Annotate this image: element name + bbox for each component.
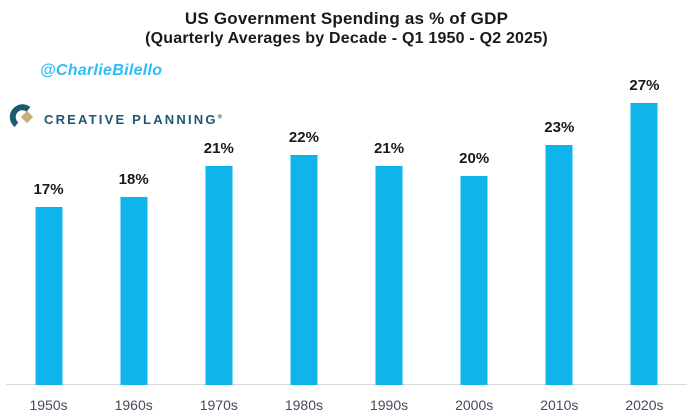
bar-column-1950s: 17% 1950s bbox=[6, 60, 91, 419]
title-block: US Government Spending as % of GDP (Quar… bbox=[0, 8, 693, 50]
bar-value-label: 21% bbox=[203, 140, 234, 157]
x-axis-tick-label: 1950s bbox=[29, 397, 68, 413]
chart-title: US Government Spending as % of GDP bbox=[184, 9, 509, 28]
bar-column-1990s: 21% 1990s bbox=[347, 60, 432, 419]
bar bbox=[375, 166, 403, 385]
bar-value-label: 22% bbox=[288, 129, 319, 146]
bar-value-label: 17% bbox=[33, 181, 64, 198]
bar bbox=[35, 207, 63, 385]
x-axis-tick-label: 2000s bbox=[455, 397, 494, 413]
x-axis-tick-label: 1960s bbox=[114, 397, 153, 413]
bar-value-label: 20% bbox=[459, 150, 490, 167]
bar bbox=[290, 155, 318, 385]
bar bbox=[120, 197, 148, 385]
bar-value-label: 27% bbox=[629, 77, 660, 94]
bar-column-2010s: 23% 2010s bbox=[517, 60, 602, 419]
watermark-handle: @CharlieBilello bbox=[40, 62, 163, 79]
creative-planning-logo: CREATIVE PLANNING® bbox=[8, 102, 222, 137]
bar-column-1970s: 21% 1970s bbox=[176, 60, 261, 419]
bar-value-label: 23% bbox=[544, 119, 575, 136]
x-axis-line bbox=[6, 384, 687, 385]
x-axis-tick-label: 1980s bbox=[284, 397, 324, 413]
chart-subtitle: (Quarterly Averages by Decade - Q1 1950 … bbox=[145, 30, 548, 48]
bar-columns: 17% 1950s 18% 1960s 21% 1970s 22% 1980s 21% 1990s… bbox=[6, 60, 687, 419]
bar bbox=[545, 145, 573, 385]
x-axis-tick-label: 2010s bbox=[540, 397, 579, 413]
trademark-symbol: ® bbox=[217, 114, 223, 121]
bar-column-1980s: 22% 1980s bbox=[261, 60, 346, 419]
creative-planning-logo-text: CREATIVE PLANNING® bbox=[44, 112, 223, 127]
bar-column-2020s: 27% 2020s bbox=[602, 60, 687, 419]
bar-column-2000s: 20% 2000s bbox=[432, 60, 517, 419]
x-axis-tick-label: 1970s bbox=[199, 397, 238, 413]
bar bbox=[630, 103, 658, 385]
x-axis-tick-label: 2020s bbox=[625, 397, 664, 413]
bar-value-label: 18% bbox=[118, 171, 149, 188]
bar-chart-plot-area: 17% 1950s 18% 1960s 21% 1970s 22% 1980s 21% 1990s… bbox=[6, 60, 687, 419]
bar-value-label: 21% bbox=[374, 140, 405, 157]
bar-column-1960s: 18% 1960s bbox=[91, 60, 176, 419]
bar bbox=[205, 166, 233, 385]
bar bbox=[460, 176, 488, 385]
creative-planning-logo-icon bbox=[8, 102, 37, 137]
x-axis-tick-label: 1990s bbox=[369, 397, 409, 413]
